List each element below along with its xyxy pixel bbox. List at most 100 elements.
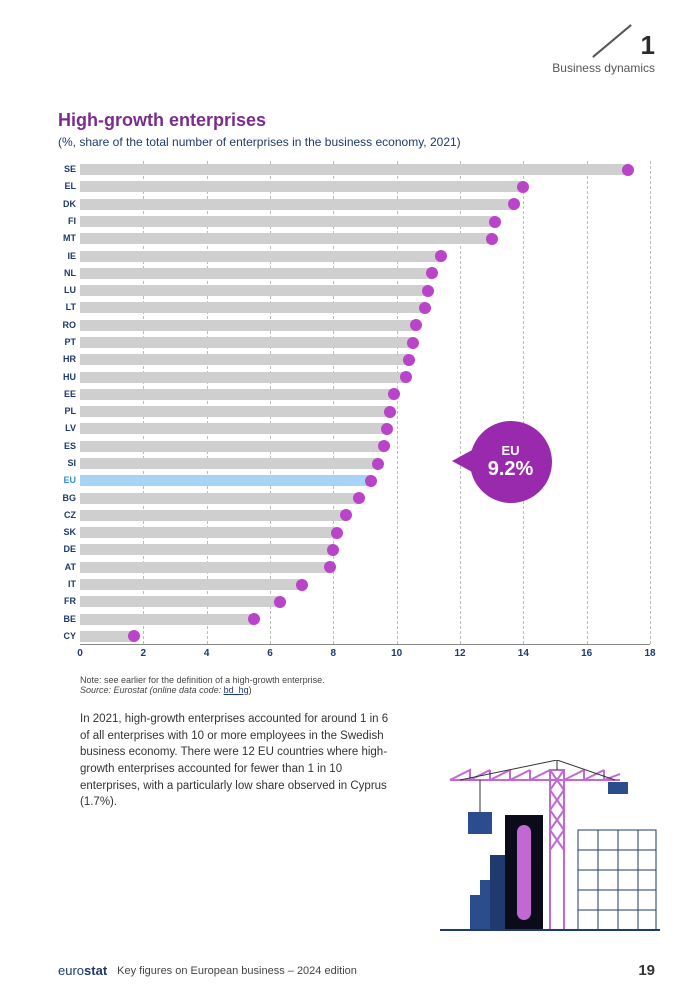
callout-line1: EU xyxy=(470,443,552,458)
bar-marker xyxy=(378,440,390,452)
publication-title: Key figures on European business – 2024 … xyxy=(117,965,357,977)
bar-marker xyxy=(486,233,498,245)
bar-label: IT xyxy=(54,578,80,591)
bar-row: DK xyxy=(80,198,650,211)
bar-label: SI xyxy=(54,457,80,470)
x-tick: 8 xyxy=(331,648,337,659)
bar-label: DE xyxy=(54,543,80,556)
bar-marker xyxy=(248,613,260,625)
x-tick: 12 xyxy=(454,648,465,659)
bar-row: PL xyxy=(80,405,650,418)
bar xyxy=(80,164,628,175)
bar-row: RO xyxy=(80,319,650,332)
bar xyxy=(80,251,441,262)
bar xyxy=(80,337,413,348)
bar-label: BE xyxy=(54,613,80,626)
bar-row: AT xyxy=(80,561,650,574)
bar-label: CZ xyxy=(54,509,80,522)
bar-label: FR xyxy=(54,595,80,608)
bar-marker xyxy=(622,164,634,176)
bar-row: HR xyxy=(80,353,650,366)
bar-label: EL xyxy=(54,180,80,193)
bar-label: HR xyxy=(54,353,80,366)
bar xyxy=(80,216,495,227)
x-tick: 4 xyxy=(204,648,210,659)
bar-row: PT xyxy=(80,336,650,349)
bar xyxy=(80,631,134,642)
chart-title: High-growth enterprises xyxy=(58,110,655,131)
bar-label: SE xyxy=(54,163,80,176)
bar-row: MT xyxy=(80,232,650,245)
bar-row: BE xyxy=(80,613,650,626)
bar-marker xyxy=(400,371,412,383)
bar-row: DE xyxy=(80,543,650,556)
x-tick: 10 xyxy=(391,648,402,659)
x-tick: 14 xyxy=(518,648,529,659)
bar-label: LU xyxy=(54,284,80,297)
bar-label: SK xyxy=(54,526,80,539)
bar xyxy=(80,199,514,210)
bar-marker xyxy=(365,475,377,487)
bar-label: ES xyxy=(54,440,80,453)
bar-marker xyxy=(296,579,308,591)
bar-marker xyxy=(419,302,431,314)
bar-marker xyxy=(426,267,438,279)
bar-marker xyxy=(388,388,400,400)
crane-illustration xyxy=(410,760,660,940)
page-header: 1 Business dynamics xyxy=(58,30,655,75)
bar xyxy=(80,181,523,192)
bar-label: HU xyxy=(54,371,80,384)
bar-row: HU xyxy=(80,371,650,384)
bar-marker xyxy=(422,285,434,297)
bar xyxy=(80,268,432,279)
bar xyxy=(80,372,406,383)
bar xyxy=(80,562,330,573)
bar xyxy=(80,441,384,452)
body-paragraph: In 2021, high-growth enterprises account… xyxy=(80,711,390,811)
bar-row: IE xyxy=(80,250,650,263)
bar-marker xyxy=(340,509,352,521)
x-tick: 18 xyxy=(644,648,655,659)
bar-label: EU xyxy=(54,474,80,487)
bar-marker xyxy=(274,596,286,608)
bar-marker xyxy=(353,492,365,504)
bar-label: AT xyxy=(54,561,80,574)
bar-marker xyxy=(410,319,422,331)
bar-marker xyxy=(489,216,501,228)
bar xyxy=(80,596,280,607)
bar-label: PL xyxy=(54,405,80,418)
gridline xyxy=(650,161,651,644)
bar xyxy=(80,406,390,417)
bar xyxy=(80,527,337,538)
bar-row: BG xyxy=(80,492,650,505)
bar xyxy=(80,423,387,434)
bar-marker xyxy=(508,198,520,210)
eurostat-logo: eurostat xyxy=(58,963,107,978)
bar xyxy=(80,475,371,486)
bar-marker xyxy=(435,250,447,262)
bar-marker xyxy=(407,337,419,349)
bar xyxy=(80,579,302,590)
x-tick: 0 xyxy=(77,648,83,659)
bar xyxy=(80,493,359,504)
bar-marker xyxy=(128,630,140,642)
x-tick: 16 xyxy=(581,648,592,659)
bar-row: SE xyxy=(80,163,650,176)
bar-row: SK xyxy=(80,526,650,539)
bar xyxy=(80,354,409,365)
bar-row: ES xyxy=(80,440,650,453)
bar xyxy=(80,544,333,555)
bar-row: EU xyxy=(80,474,650,487)
x-tick: 6 xyxy=(267,648,273,659)
callout-line2: 9.2% xyxy=(470,458,552,481)
bar xyxy=(80,458,378,469)
bar xyxy=(80,285,428,296)
source-link[interactable]: bd_hg xyxy=(224,685,249,695)
hbar-chart: SEELDKFIMTIENLLULTROPTHRHUEEPLLVESSIEUBG… xyxy=(80,161,650,665)
bar-row: LV xyxy=(80,422,650,435)
bar-label: NL xyxy=(54,267,80,280)
x-axis: 024681012141618 xyxy=(80,645,650,665)
bar-row: CY xyxy=(80,630,650,643)
bar-row: FR xyxy=(80,595,650,608)
section-label: Business dynamics xyxy=(58,61,655,75)
